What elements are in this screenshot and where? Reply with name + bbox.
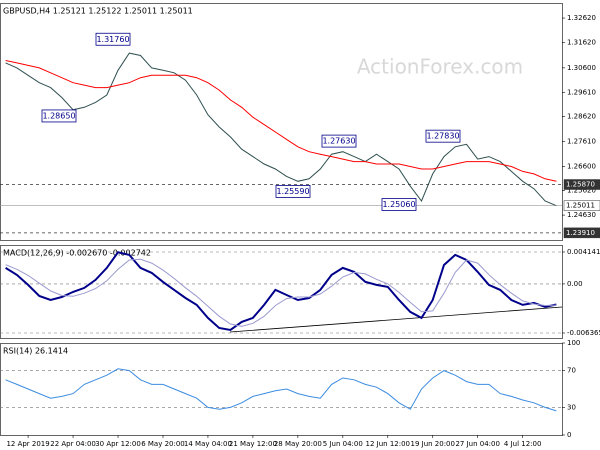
y-tick-label: -0.006365	[567, 329, 600, 337]
level-box	[563, 227, 600, 239]
level-label: 1.25011	[566, 202, 595, 210]
annotation-label: 1.25590	[276, 187, 309, 196]
x-tick-label: 22 Apr 04:00	[50, 440, 96, 448]
trend-line	[229, 306, 563, 333]
x-tick-label: 6 May 20:00	[141, 440, 185, 448]
y-tick-label: 1.32620	[567, 14, 596, 22]
x-tick-label: 4 Jul 12:00	[504, 440, 542, 448]
annotation-label: 1.27630	[322, 137, 355, 146]
annotation-box	[321, 134, 357, 148]
y-tick-label: 30	[567, 403, 576, 411]
annotation-box	[95, 32, 131, 46]
x-tick-label: 30 Apr 12:00	[95, 440, 141, 448]
level-label: 1.23910	[566, 229, 595, 237]
y-tick-label: 1.24630	[567, 211, 596, 219]
panel-title: MACD(12,26,9) -0.002670 -0.002742	[3, 249, 151, 258]
y-tick-label: 1.26600	[567, 163, 596, 171]
annotation-box	[41, 109, 77, 123]
y-tick-label: 1.31620	[567, 39, 596, 47]
annotation-label: 1.28650	[42, 111, 75, 120]
series-line	[5, 251, 557, 332]
panel-frame	[0, 343, 563, 436]
series-line	[5, 52, 557, 207]
annotation-label: 1.31760	[96, 35, 129, 44]
x-tick-label: 21 May 12:00	[229, 440, 277, 448]
panel-title: RSI(14) 26.1414	[3, 347, 68, 356]
annotation-box	[381, 198, 417, 211]
panel-frame	[0, 245, 563, 339]
x-tick-label: 12 Apr 2019	[6, 440, 49, 448]
annotation-box	[425, 129, 461, 143]
y-tick-label: 1.27610	[567, 138, 596, 146]
series-line	[5, 368, 557, 412]
y-tick-label: 0.004141	[567, 248, 600, 256]
level-label: 1.25870	[566, 181, 595, 189]
y-tick-label: 1.28620	[567, 113, 596, 121]
y-tick-label: 1.30600	[567, 64, 596, 72]
annotation-label: 1.27830	[426, 132, 459, 141]
panel-title: GBPUSD,H4 1.25121 1.25122 1.25011 1.2501…	[3, 7, 193, 16]
x-tick-label: 19 Jun 20:00	[411, 440, 455, 448]
x-tick-label: 5 Jun 04:00	[323, 440, 363, 448]
x-tick-label: 28 May 20:00	[274, 440, 322, 448]
y-tick-label: 0	[567, 431, 571, 439]
watermark: ActionForex.com	[357, 55, 523, 79]
y-tick-label: 1.29610	[567, 88, 596, 96]
y-tick-label: 0.00	[567, 280, 583, 288]
series-line	[5, 258, 557, 327]
y-tick-label: 1.25620	[567, 187, 596, 195]
series-line	[5, 60, 557, 182]
x-tick-label: 12 Jun 12:00	[366, 440, 410, 448]
level-box	[563, 200, 600, 211]
panel-frame	[0, 3, 563, 241]
y-tick-label: 100	[567, 339, 580, 347]
x-tick-label: 14 May 04:00	[184, 440, 232, 448]
annotation-box	[275, 185, 311, 198]
y-tick-label: 70	[567, 367, 576, 375]
x-tick-label: 27 Jun 04:00	[455, 440, 499, 448]
annotation-label: 1.25060	[382, 200, 415, 209]
level-box	[563, 179, 600, 190]
